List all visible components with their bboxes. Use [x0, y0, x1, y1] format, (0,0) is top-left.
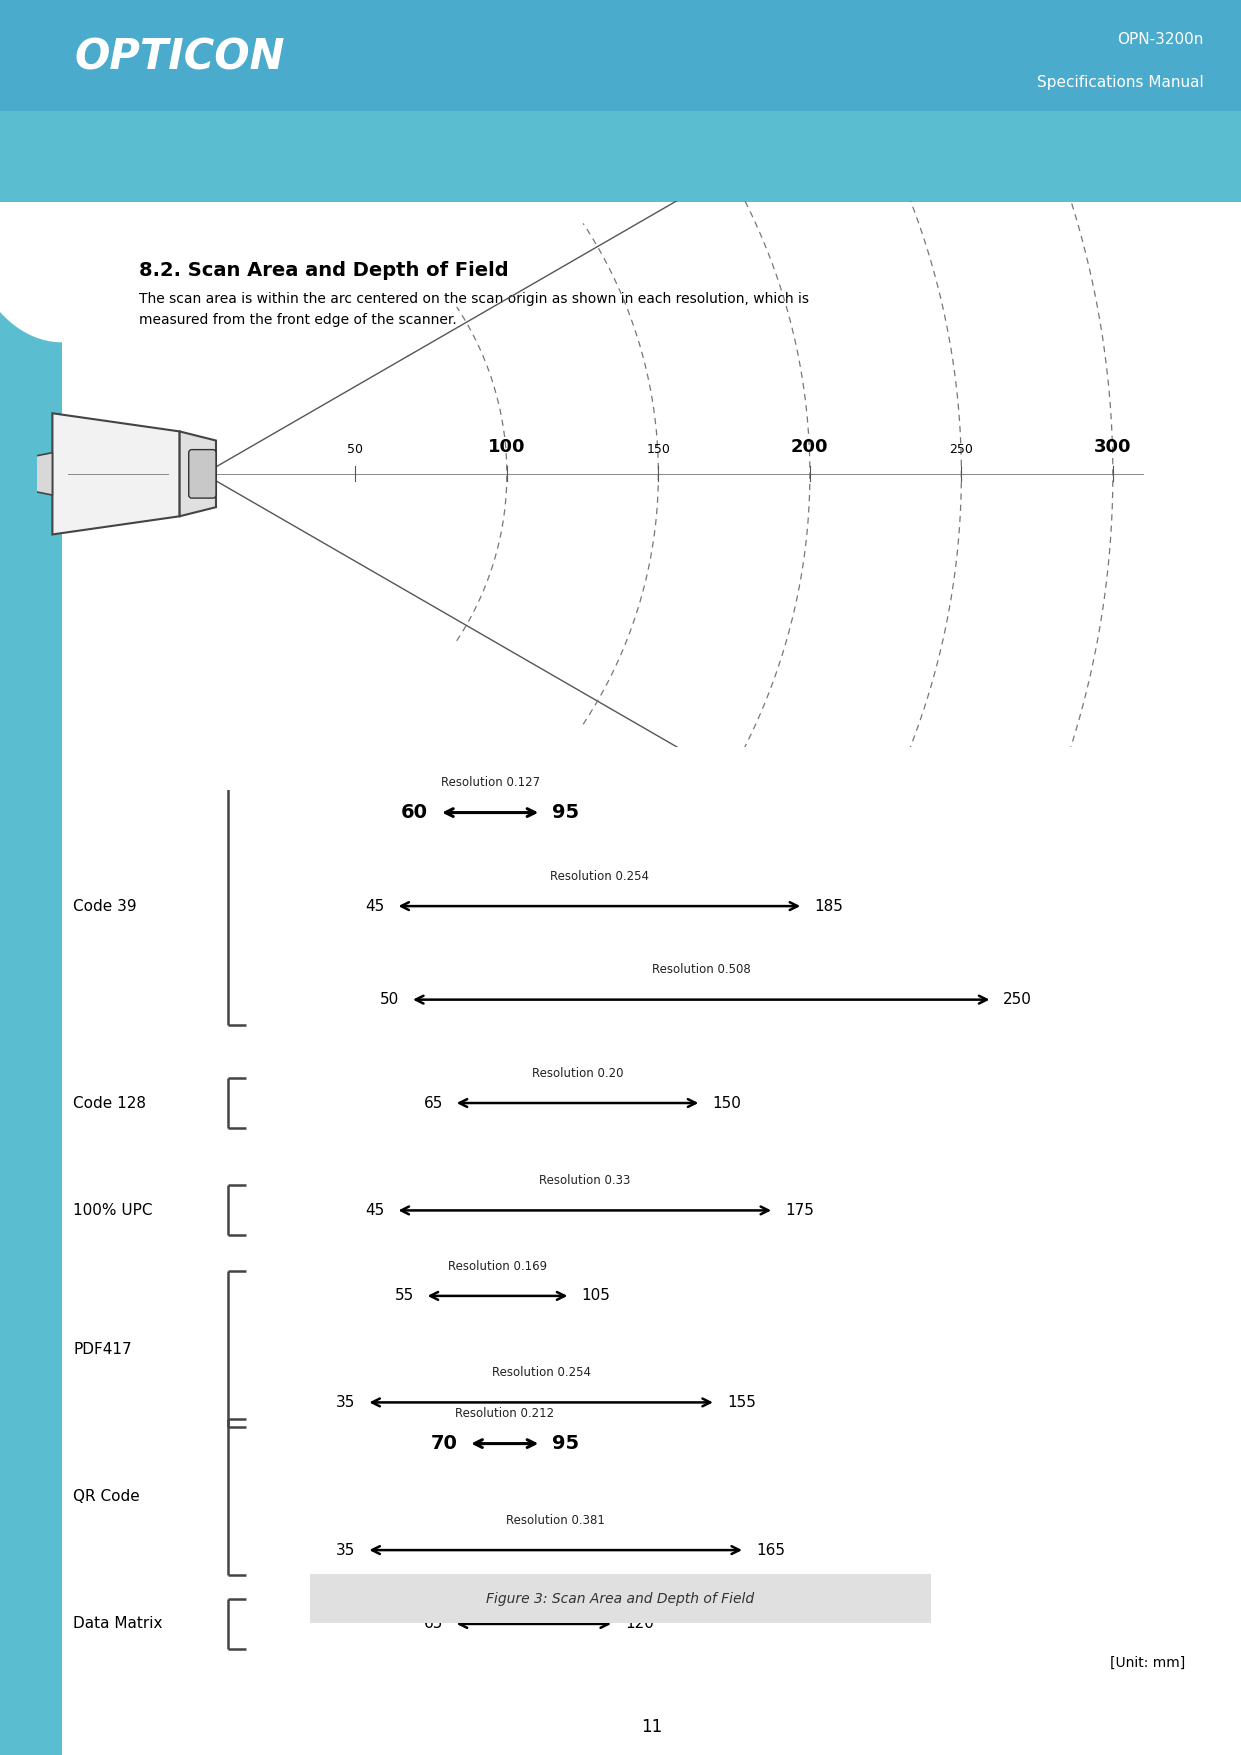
Text: Figure 3: Scan Area and Depth of Field: Figure 3: Scan Area and Depth of Field	[486, 1592, 755, 1606]
Text: 11: 11	[640, 1718, 663, 1736]
Text: [Unit: mm]: [Unit: mm]	[1111, 1655, 1185, 1669]
Text: Code 128: Code 128	[73, 1095, 146, 1111]
Text: 175: 175	[786, 1202, 814, 1218]
Text: Resolution  0.254: Resolution 0.254	[483, 1588, 586, 1601]
FancyBboxPatch shape	[189, 449, 216, 498]
Text: Resolution 0.20: Resolution 0.20	[531, 1067, 623, 1079]
Text: 50: 50	[380, 992, 400, 1007]
Text: 35: 35	[336, 1395, 355, 1409]
Text: 60: 60	[401, 804, 428, 821]
Text: Code 39: Code 39	[73, 899, 137, 914]
Text: OPTICON: OPTICON	[74, 37, 285, 77]
Text: 95: 95	[552, 804, 580, 821]
Text: 105: 105	[581, 1288, 611, 1304]
Text: 8.2. Scan Area and Depth of Field: 8.2. Scan Area and Depth of Field	[139, 261, 509, 279]
Text: Resolution 0.169: Resolution 0.169	[448, 1260, 547, 1272]
Text: 300: 300	[1095, 437, 1132, 456]
Text: 155: 155	[727, 1395, 756, 1409]
Text: 65: 65	[423, 1095, 443, 1111]
Text: PDF417: PDF417	[73, 1341, 132, 1357]
Text: 185: 185	[814, 899, 843, 914]
Text: 120: 120	[625, 1616, 654, 1632]
Text: OPN-3200n: OPN-3200n	[1117, 32, 1204, 47]
Text: 100: 100	[488, 437, 526, 456]
Text: 150: 150	[647, 442, 670, 456]
Text: 165: 165	[756, 1543, 786, 1558]
Text: 50: 50	[347, 442, 364, 456]
Text: 55: 55	[395, 1288, 413, 1304]
Text: The scan area is within the arc centered on the scan origin as shown in each res: The scan area is within the arc centered…	[139, 291, 809, 326]
Text: 200: 200	[791, 437, 829, 456]
Text: 45: 45	[365, 1202, 385, 1218]
Text: 250: 250	[1003, 992, 1033, 1007]
Polygon shape	[0, 0, 223, 111]
Polygon shape	[0, 0, 62, 342]
Text: Data Matrix: Data Matrix	[73, 1616, 163, 1632]
Text: 70: 70	[431, 1434, 458, 1453]
Text: 45: 45	[365, 899, 385, 914]
Polygon shape	[52, 412, 180, 535]
Polygon shape	[22, 453, 52, 495]
Text: 250: 250	[949, 442, 973, 456]
Text: 95: 95	[552, 1434, 580, 1453]
Text: Resolution 0.212: Resolution 0.212	[455, 1408, 555, 1420]
Polygon shape	[180, 432, 216, 516]
Text: Resolution 0.508: Resolution 0.508	[652, 963, 751, 976]
Text: Resolution 0.381: Resolution 0.381	[506, 1515, 606, 1527]
Text: 150: 150	[712, 1095, 741, 1111]
Text: Resolution 0.33: Resolution 0.33	[539, 1174, 630, 1186]
Text: Resolution 0.127: Resolution 0.127	[441, 776, 540, 790]
Text: Resolution 0.254: Resolution 0.254	[491, 1365, 591, 1379]
Text: Resolution 0.254: Resolution 0.254	[550, 870, 649, 883]
Text: 35: 35	[336, 1543, 355, 1558]
Text: Specifications Manual: Specifications Manual	[1037, 75, 1204, 90]
Text: 65: 65	[423, 1616, 443, 1632]
Text: QR Code: QR Code	[73, 1490, 140, 1504]
Text: 100% UPC: 100% UPC	[73, 1202, 153, 1218]
